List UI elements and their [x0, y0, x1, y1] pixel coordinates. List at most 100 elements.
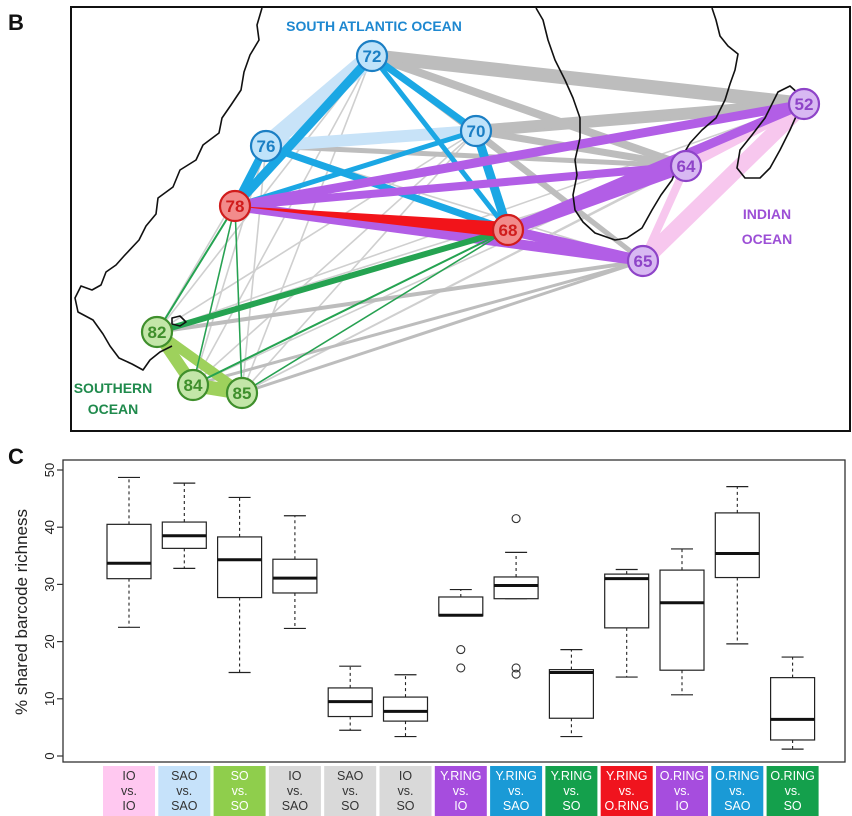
category-label-text: IO	[122, 799, 135, 813]
station-nodes: 72 76 70 78 68 52 64 65 82 84 85	[140, 39, 821, 410]
ocean-link-thin	[241, 130, 477, 394]
station-circle	[140, 315, 174, 349]
station-circle	[626, 244, 660, 278]
station-label: 64	[677, 157, 696, 176]
network-map: 72 76 70 78 68 52 64 65 82 84 85 SOUTH ATLANTIC OCE…	[70, 6, 851, 432]
category-label-text: SO	[341, 799, 359, 813]
ring-sao-link	[231, 52, 376, 210]
category-label-text: vs.	[619, 784, 635, 798]
station-label: 76	[257, 137, 276, 156]
panel-b-letter: B	[8, 10, 24, 35]
station-circle	[355, 39, 389, 73]
box-7	[493, 514, 539, 679]
category-label-text: SAO	[171, 799, 198, 813]
station-node-72: 72	[355, 39, 389, 73]
so-link	[154, 327, 245, 398]
category-label-text: IO	[454, 799, 467, 813]
panel-c-letter: C	[8, 444, 24, 469]
box-iqr	[493, 576, 539, 600]
station-label: 72	[363, 47, 382, 66]
ring-io-link	[505, 160, 689, 236]
outlier-point	[456, 663, 466, 673]
box-10	[659, 548, 705, 696]
category-label-text: vs.	[287, 784, 303, 798]
category-label-text: IO	[122, 769, 135, 783]
category-label-text: vs.	[232, 784, 248, 798]
category-label-text: IO	[288, 769, 301, 783]
ring-io-link	[234, 99, 805, 211]
region-label-io: OCEAN	[742, 231, 793, 247]
station-node-85: 85	[225, 376, 259, 410]
box-5	[382, 674, 429, 738]
station-node-68: 68	[491, 213, 525, 247]
ocean-link-thick	[370, 52, 688, 170]
station-circle	[787, 87, 821, 121]
station-node-70: 70	[459, 114, 493, 148]
category-label-background	[379, 766, 432, 816]
category-label-text: vs.	[785, 784, 801, 798]
category-label-text: vs.	[563, 784, 579, 798]
ring-io-link	[234, 201, 644, 266]
station-node-65: 65	[626, 244, 660, 278]
region-label-io: INDIAN	[743, 206, 791, 222]
ocean-link-thick	[241, 259, 644, 395]
box-iqr	[438, 596, 484, 617]
category-label-background	[766, 766, 819, 816]
category-label-text: SO	[396, 799, 414, 813]
category-label-text: SO	[784, 799, 802, 813]
category-label-text: O.RING	[604, 799, 648, 813]
category-label-background	[434, 766, 487, 816]
station-label: 70	[467, 122, 486, 141]
africa-coastline	[535, 7, 739, 241]
south-america-coastline	[74, 7, 263, 371]
category-label-text: vs.	[121, 784, 137, 798]
y-tick-label: 20	[42, 634, 57, 648]
category-label-background	[268, 766, 321, 816]
ocean-link-thick	[371, 49, 805, 111]
box-iqr	[106, 523, 152, 580]
category-label-text: SAO	[171, 769, 198, 783]
box-iqr	[769, 677, 816, 741]
ring-so-link	[156, 205, 236, 333]
category-label-text: SAO	[724, 799, 751, 813]
station-circle	[249, 129, 283, 163]
station-label: 52	[795, 95, 814, 114]
category-label-background	[490, 766, 543, 816]
category-label-text: Y.RING	[551, 769, 592, 783]
station-circle	[491, 213, 525, 247]
category-label-background	[600, 766, 653, 816]
ring-so-link	[156, 227, 509, 335]
category-label-text: vs.	[729, 784, 745, 798]
station-label: 68	[499, 221, 518, 240]
ocean-link-thin	[241, 55, 373, 394]
category-label-text: Y.RING	[440, 769, 481, 783]
ocean-link-thin	[156, 130, 477, 333]
outlier-point	[511, 663, 521, 673]
io-link	[639, 164, 690, 263]
category-label-text: O.RING	[715, 769, 759, 783]
connection-lines	[152, 49, 810, 400]
station-label: 65	[634, 252, 653, 271]
box-3	[272, 515, 318, 630]
station-node-76: 76	[249, 129, 283, 163]
outlier-point	[511, 669, 521, 679]
falkland-islands	[171, 315, 187, 327]
category-label-text: SO	[231, 799, 249, 813]
y-axis-label: % shared barcode richness	[12, 509, 31, 715]
box-2	[217, 496, 263, 674]
box-4	[327, 665, 373, 731]
category-label-text: vs.	[674, 784, 690, 798]
box-iqr	[272, 558, 318, 594]
ring-io-link	[234, 162, 687, 210]
box-9	[604, 568, 650, 678]
box-0	[106, 476, 152, 628]
